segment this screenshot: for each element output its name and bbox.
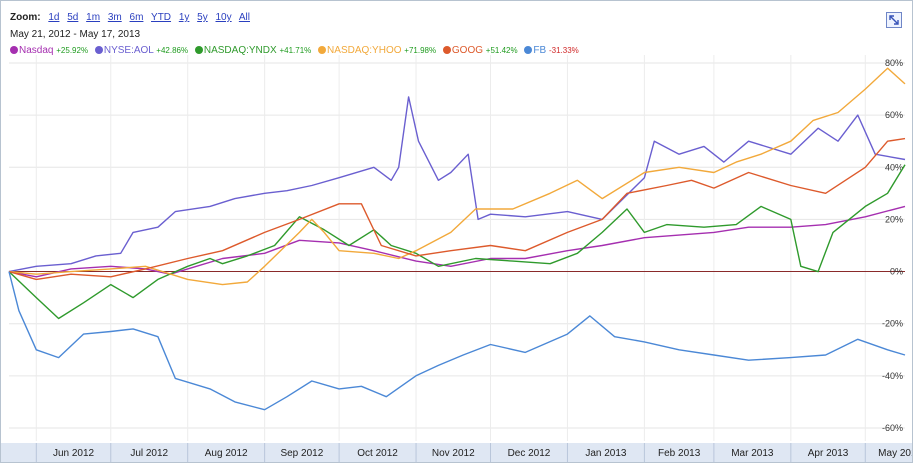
x-tick-label: Jan 2013 bbox=[585, 448, 627, 459]
x-tick-label: Nov 2012 bbox=[432, 448, 475, 459]
legend-item-yndx[interactable]: NASDAQ:YNDX +41.71% bbox=[194, 45, 311, 56]
series-line-goog[interactable] bbox=[8, 137, 906, 281]
series-line-nasdaq-yhoo[interactable] bbox=[8, 67, 906, 286]
series-line-nyse-aol[interactable] bbox=[8, 96, 906, 273]
y-tick-label: -60% bbox=[882, 423, 903, 433]
zoom-label: Zoom: bbox=[10, 12, 41, 23]
x-tick-label: Mar 2013 bbox=[731, 448, 774, 459]
y-tick-label: 20% bbox=[885, 214, 903, 224]
x-tick-label: Dec 2012 bbox=[508, 448, 551, 459]
legend-item-goog[interactable]: GOOG +51.42% bbox=[442, 45, 518, 56]
series-dot-icon bbox=[194, 46, 203, 54]
y-tick-label: 80% bbox=[885, 58, 903, 68]
x-tick-label: Jun 2012 bbox=[53, 448, 95, 459]
x-tick-label: Jul 2012 bbox=[130, 448, 168, 459]
zoom-6m[interactable]: 6m bbox=[129, 12, 144, 23]
y-tick-label: -20% bbox=[882, 319, 903, 329]
expand-icon bbox=[889, 15, 899, 25]
y-tick-label: -40% bbox=[882, 371, 903, 381]
expand-button[interactable] bbox=[886, 12, 902, 28]
legend-item-fb[interactable]: FB -31.33% bbox=[524, 45, 579, 56]
zoom-5d[interactable]: 5d bbox=[67, 12, 79, 23]
zoom-all[interactable]: All bbox=[238, 12, 250, 23]
series-dot-icon bbox=[524, 46, 533, 54]
x-tick-label: Aug 2012 bbox=[205, 448, 248, 459]
y-tick-label: 0% bbox=[890, 267, 903, 277]
series-dot-icon bbox=[318, 46, 327, 54]
zoom-1d[interactable]: 1d bbox=[48, 12, 60, 23]
x-tick-label: Apr 2013 bbox=[808, 448, 849, 459]
series-line-fb[interactable] bbox=[8, 271, 906, 411]
x-tick-label: Oct 2012 bbox=[357, 448, 398, 459]
legend-item-aol[interactable]: NYSE:AOL +42.86% bbox=[94, 45, 188, 56]
y-tick-label: 40% bbox=[885, 162, 903, 172]
x-tick-label: Sep 2012 bbox=[280, 448, 323, 459]
zoom-ytd[interactable]: YTD bbox=[151, 12, 172, 23]
series-dot-icon bbox=[10, 46, 18, 54]
x-axis-band bbox=[1, 443, 912, 462]
zoom-3m[interactable]: 3m bbox=[107, 12, 122, 23]
zoom-1y[interactable]: 1y bbox=[178, 12, 190, 23]
zoom-1m[interactable]: 1m bbox=[86, 12, 101, 23]
legend: Nasdaq +25.92% NYSE:AOL +42.86% NASDAQ:Y… bbox=[10, 45, 583, 56]
date-range: May 21, 2012 - May 17, 2013 bbox=[10, 29, 141, 40]
legend-item-yhoo[interactable]: NASDAQ:YHOO +71.98% bbox=[318, 45, 436, 56]
zoom-5y[interactable]: 5y bbox=[197, 12, 208, 23]
y-tick-label: 60% bbox=[885, 110, 903, 120]
series-dot-icon bbox=[442, 46, 451, 54]
legend-item-nasdaq[interactable]: Nasdaq +25.92% bbox=[10, 45, 88, 56]
x-tick-label: Feb 2013 bbox=[658, 448, 701, 459]
series-line-nasdaq-yndx[interactable] bbox=[8, 164, 906, 320]
x-tick-label: May 2013 bbox=[878, 448, 912, 459]
series-dot-icon bbox=[94, 46, 103, 54]
zoom-10y[interactable]: 10y bbox=[215, 12, 232, 23]
zoom-bar: Zoom: 1d 5d 1m 3m 6m YTD 1y 5y 10y All bbox=[10, 12, 255, 23]
